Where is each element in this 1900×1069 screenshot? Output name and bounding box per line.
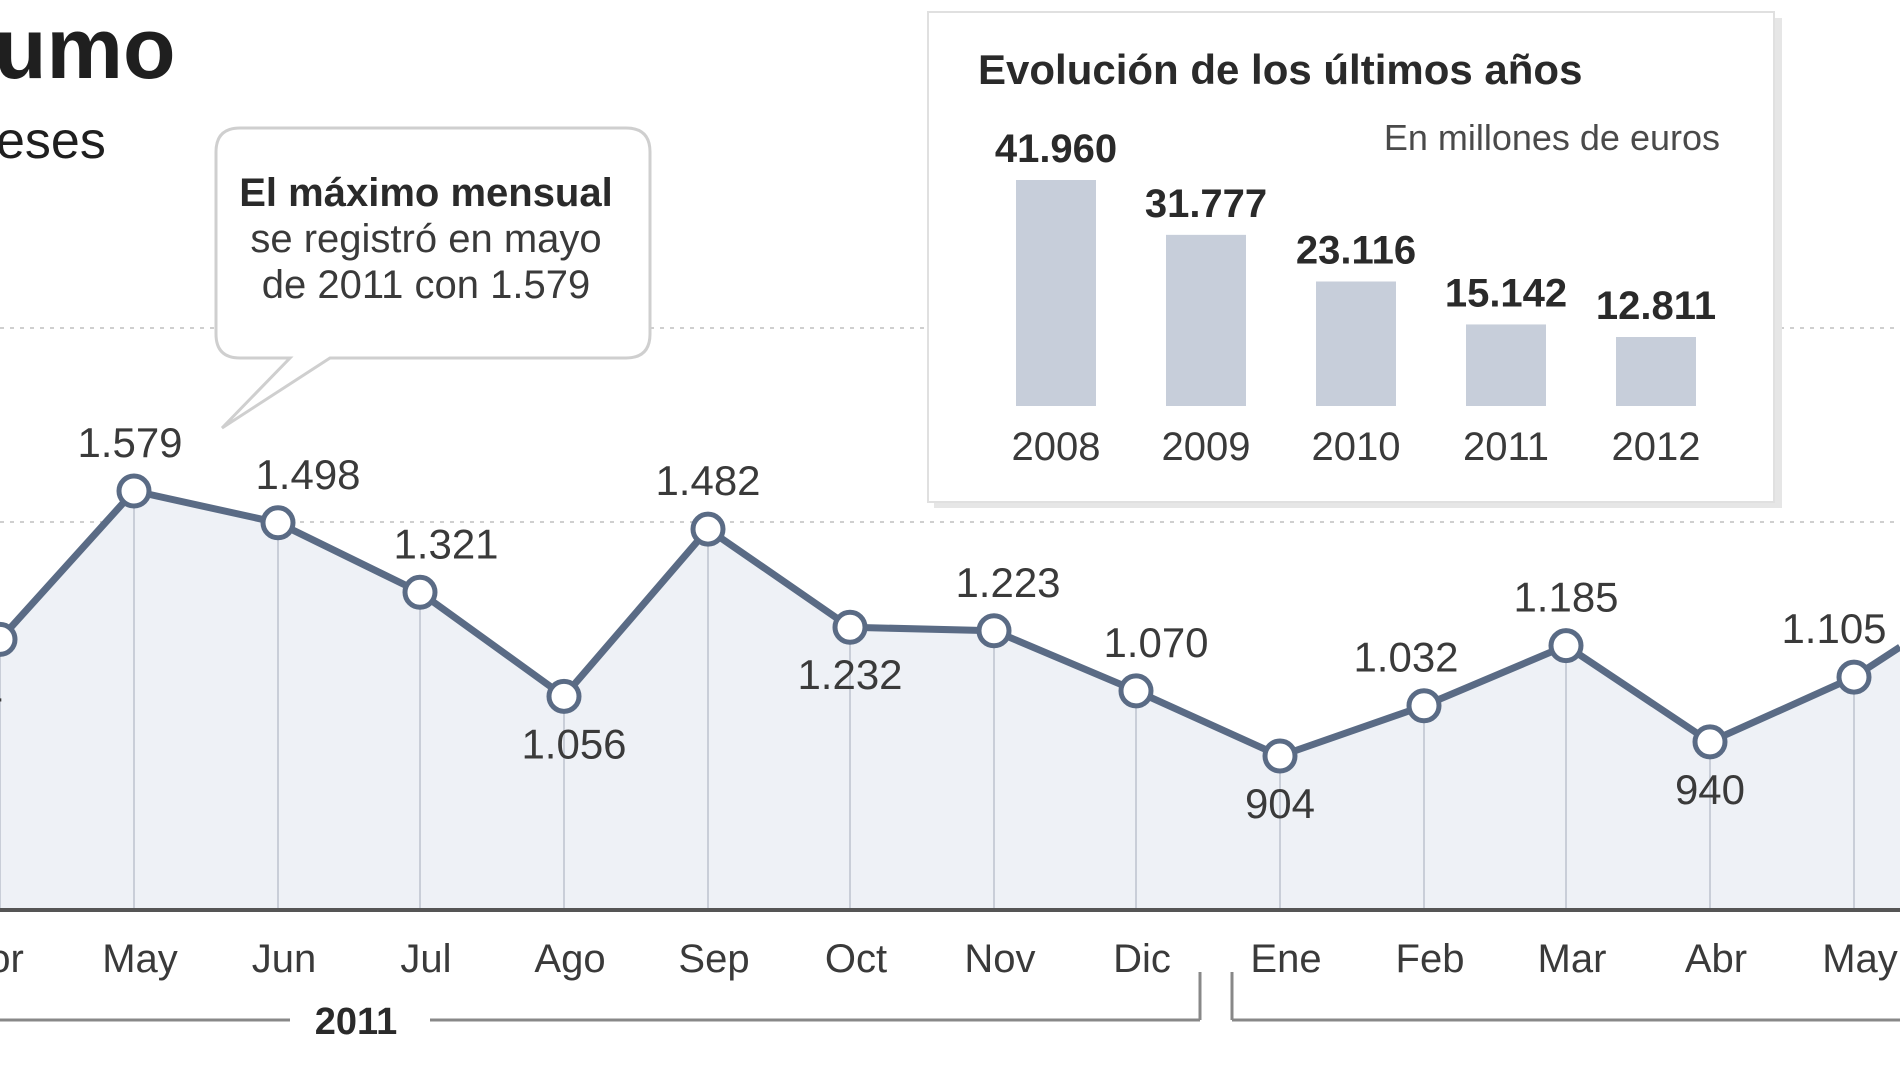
- value-label: 904: [1245, 780, 1315, 827]
- month-label: Dic: [1113, 937, 1171, 981]
- inset-title: Evolución de los últimos años: [978, 46, 1582, 93]
- inset-unit-label: En millones de euros: [1384, 117, 1720, 158]
- value-label: 1.482: [655, 457, 760, 504]
- month-label: May: [102, 937, 178, 981]
- inset-category-labels: 2008 2009 2010 2011 2012: [1012, 425, 1701, 469]
- inset-bar: [1616, 336, 1696, 406]
- value-label: 01: [0, 663, 3, 710]
- data-points: [0, 473, 1872, 774]
- month-label: Sep: [678, 937, 749, 981]
- data-point: [0, 621, 18, 657]
- data-point: [832, 609, 868, 645]
- inset-panel: Evolución de los últimos años En millone…: [927, 11, 1782, 508]
- inset-category-label: 2010: [1312, 425, 1401, 469]
- value-label: 1.105: [1781, 605, 1886, 652]
- callout-line-2: se registró en mayo: [250, 217, 601, 261]
- data-point: [1262, 738, 1298, 774]
- month-label: Feb: [1396, 937, 1465, 981]
- inset-bar: [1466, 324, 1546, 406]
- month-label: May: [1822, 937, 1898, 981]
- month-label: Mar: [1538, 937, 1607, 981]
- year-brackets: 2011: [0, 972, 1900, 1043]
- value-label: 1.579: [77, 419, 182, 466]
- inset-value-label: 41.960: [995, 127, 1117, 171]
- chart-title: umo: [0, 1, 176, 97]
- value-label: 1.223: [955, 559, 1060, 606]
- month-label: Ago: [534, 937, 605, 981]
- data-point: [1548, 628, 1584, 664]
- inset-value-label: 31.777: [1145, 182, 1267, 226]
- inset-category-label: 2009: [1162, 425, 1251, 469]
- callout-bubble: [214, 126, 652, 430]
- inset-value-label: 15.142: [1445, 271, 1567, 315]
- series-area: [0, 491, 1900, 910]
- month-label: Ene: [1250, 937, 1321, 981]
- inset-value-label: 12.811: [1596, 284, 1716, 328]
- data-point: [402, 574, 438, 610]
- inset-value-labels: 41.960 31.777 23.116 15.142 12.811: [995, 127, 1716, 328]
- drop-lines: [0, 491, 1855, 910]
- month-label: Abr: [1685, 937, 1747, 981]
- data-point: [1406, 688, 1442, 724]
- data-point: [260, 505, 296, 541]
- inset-category-label: 2008: [1012, 425, 1101, 469]
- inset-bar: [1166, 234, 1246, 406]
- month-label: or: [0, 937, 24, 981]
- chart-subtitle: eses: [0, 112, 106, 170]
- callout-line-3: de 2011 con 1.579: [262, 263, 590, 307]
- inset-bars: [1016, 180, 1696, 406]
- year-label: 2011: [315, 1001, 397, 1043]
- month-label: Jun: [252, 937, 317, 981]
- value-labels: 01 1.579 1.498 1.321 1.056 1.482 1.232 1.223 1.0…: [0, 419, 1887, 827]
- data-point: [1836, 659, 1872, 695]
- value-label: 1.032: [1353, 634, 1458, 681]
- data-point: [1118, 673, 1154, 709]
- inset-bar: [1316, 281, 1396, 406]
- data-point: [976, 613, 1012, 649]
- value-label: 1.498: [255, 451, 360, 498]
- inset-value-label: 23.116: [1296, 228, 1416, 272]
- value-label: 940: [1675, 766, 1745, 813]
- x-axis-labels: or May Jun Jul Ago Sep Oct Nov Dic Ene Feb Mar Abr Ma…: [0, 937, 1898, 981]
- value-label: 1.056: [521, 720, 626, 767]
- month-label: Jul: [400, 937, 451, 981]
- value-label: 1.185: [1513, 574, 1618, 621]
- inset-category-label: 2012: [1612, 425, 1701, 469]
- value-label: 1.232: [797, 651, 902, 698]
- value-label: 1.321: [393, 520, 498, 567]
- callout-line-1: El máximo mensual: [239, 171, 612, 215]
- data-point: [1692, 724, 1728, 760]
- inset-category-label: 2011: [1463, 425, 1549, 469]
- data-point: [116, 473, 152, 509]
- month-label: Nov: [964, 937, 1035, 981]
- data-point: [546, 678, 582, 714]
- value-label: 1.070: [1103, 619, 1208, 666]
- line-series: [0, 487, 1900, 910]
- month-label: Oct: [825, 937, 887, 981]
- inset-bar: [1016, 180, 1096, 406]
- data-point: [690, 511, 726, 547]
- max-callout: El máximo mensual se registró en mayo de…: [214, 126, 652, 430]
